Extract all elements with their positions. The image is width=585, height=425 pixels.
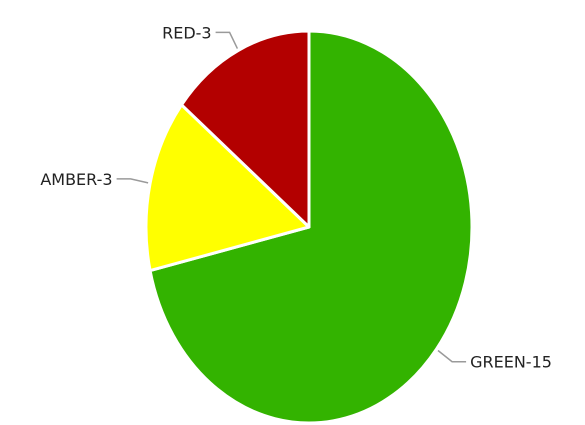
data-label-amber: AMBER-3 bbox=[40, 170, 112, 189]
leader-line-green bbox=[437, 349, 467, 363]
leader-line-amber bbox=[116, 178, 149, 184]
data-label-green: GREEN-15 bbox=[470, 353, 552, 372]
leader-lines bbox=[116, 31, 467, 363]
pie-slices bbox=[144, 29, 474, 425]
pie-slice-red bbox=[180, 29, 311, 229]
data-labels: GREEN-15 AMBER-3 RED-3 bbox=[40, 23, 552, 371]
leader-line-red bbox=[215, 31, 239, 49]
pie-slice-green bbox=[148, 29, 474, 425]
pie-slice-amber bbox=[144, 103, 311, 273]
data-label-red: RED-3 bbox=[162, 23, 212, 42]
